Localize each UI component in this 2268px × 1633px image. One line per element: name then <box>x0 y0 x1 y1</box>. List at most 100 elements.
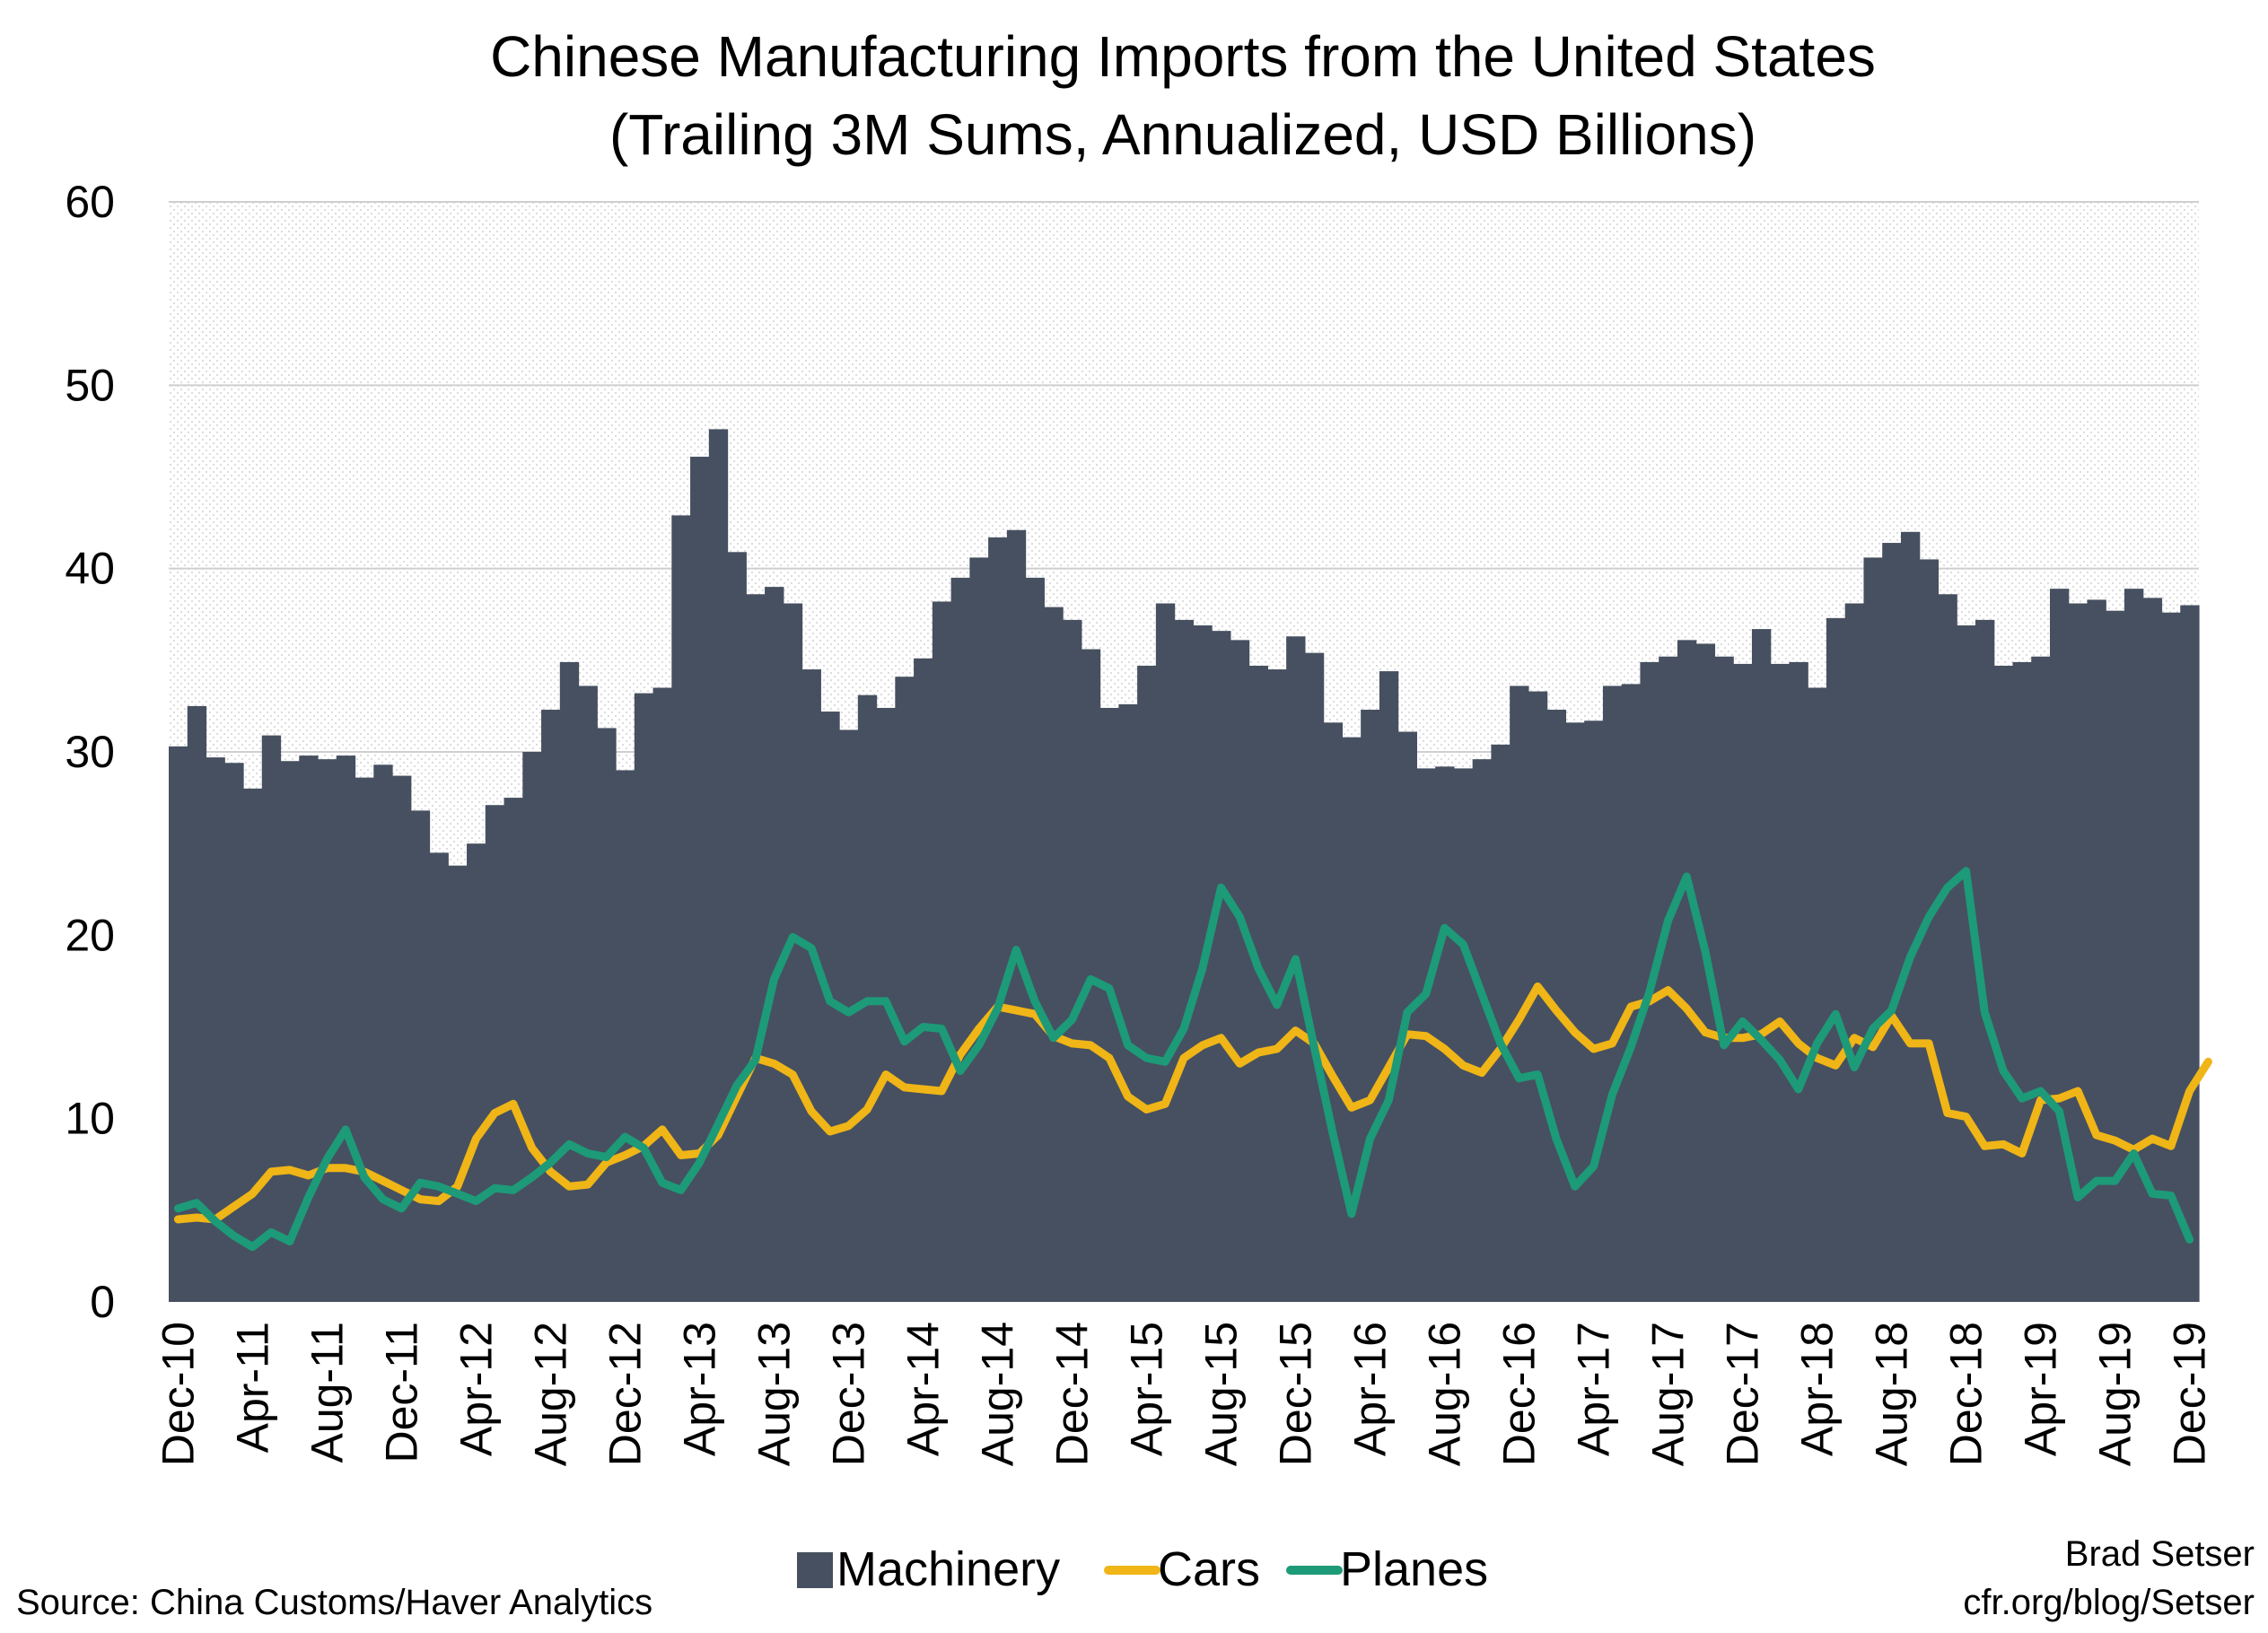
x-tick-label: Aug-11 <box>302 1322 352 1463</box>
y-tick-label: 20 <box>65 910 115 960</box>
machinery-bar <box>1938 594 1957 1302</box>
machinery-bar <box>448 865 468 1302</box>
planes-line <box>173 867 2194 1252</box>
x-tick-label: Aug-13 <box>749 1322 799 1466</box>
chart-title: Chinese Manufacturing Imports from the U… <box>490 24 1876 89</box>
machinery-bar <box>820 712 840 1302</box>
machinery-bar <box>727 552 747 1302</box>
machinery-bar <box>746 594 766 1302</box>
machinery-bar <box>2049 589 2070 1302</box>
machinery-bar <box>1361 710 1380 1302</box>
machinery-bar <box>1677 640 1697 1302</box>
author-name: Brad Setser <box>2065 1534 2255 1574</box>
x-tick-label: Dec-10 <box>153 1322 203 1466</box>
machinery-bar <box>1044 607 1064 1302</box>
machinery-bar <box>616 770 635 1302</box>
machinery-bar <box>1118 703 1138 1302</box>
x-tick-label: Apr-18 <box>1792 1322 1843 1456</box>
machinery-bar <box>1975 619 1995 1302</box>
legend-swatch-machinery <box>797 1552 833 1588</box>
machinery-bar <box>1006 529 1027 1302</box>
machinery-bar <box>410 810 431 1302</box>
machinery-bar <box>1659 656 1678 1302</box>
x-tick-label: Dec-14 <box>1047 1322 1098 1466</box>
machinery-bar <box>765 587 784 1302</box>
machinery-bar <box>2087 599 2106 1302</box>
machinery-bar <box>969 557 989 1302</box>
machinery-bar <box>318 759 337 1302</box>
machinery-bar <box>1472 759 1493 1302</box>
legend-label-cars: Cars <box>1158 1542 1260 1596</box>
machinery-bar <box>261 735 282 1302</box>
machinery-bar <box>224 763 244 1302</box>
machinery-bar <box>1957 625 1976 1302</box>
machinery-bar <box>2124 589 2144 1302</box>
machinery-bar <box>634 693 654 1302</box>
x-axis: Dec-10 Apr-11 Aug-11 Dec-11 Apr-12 Aug-12 Dec-… <box>153 1322 2214 1466</box>
machinery-bar <box>2180 605 2200 1302</box>
source-note: Source: China Customs/Haver Analytics <box>16 1583 652 1622</box>
x-tick-label: Apr-13 <box>674 1322 724 1456</box>
machinery-bar <box>1304 652 1325 1302</box>
machinery-bar <box>1751 629 1772 1302</box>
machinery-bar <box>429 852 449 1302</box>
y-tick-label: 60 <box>65 177 115 227</box>
machinery-bar <box>932 601 952 1302</box>
machinery-bar <box>1565 722 1585 1302</box>
x-tick-label: Dec-13 <box>824 1322 874 1466</box>
machinery-bar <box>578 686 598 1302</box>
machinery-bar <box>708 429 729 1302</box>
machinery-bar <box>597 728 617 1302</box>
x-tick-label: Dec-11 <box>376 1322 426 1463</box>
machinery-bar <box>1733 663 1753 1302</box>
machinery-bar <box>1844 603 1865 1302</box>
machinery-bar <box>1379 671 1399 1302</box>
x-tick-label: Dec-15 <box>1271 1322 1321 1466</box>
machinery-bar <box>1808 687 1827 1302</box>
chart-subtitle: (Trailing 3M Sums, Annualized, USD Billi… <box>609 102 1756 167</box>
machinery-bar <box>504 798 523 1302</box>
machinery-bar <box>187 705 207 1302</box>
machinery-bar <box>1137 665 1157 1302</box>
x-tick-label: Dec-16 <box>1494 1322 1545 1466</box>
machinery-bar <box>671 515 691 1302</box>
x-tick-label: Aug-17 <box>1643 1322 1694 1466</box>
y-tick-label: 30 <box>65 727 115 777</box>
machinery-bar <box>1863 557 1883 1302</box>
machinery-bar <box>801 669 821 1302</box>
x-tick-label: Aug-15 <box>1196 1322 1247 1466</box>
machinery-bar <box>169 746 188 1302</box>
x-tick-label: Apr-15 <box>1122 1322 1172 1456</box>
machinery-bar <box>690 457 710 1302</box>
author-url: cfr.org/blog/Setser <box>1963 1583 2255 1622</box>
x-tick-label: Dec-18 <box>1941 1322 1992 1466</box>
legend: Machinery Cars Planes <box>797 1542 1488 1596</box>
machinery-bar <box>1267 669 1287 1302</box>
machinery-bar <box>1882 543 1902 1302</box>
machinery-bar <box>243 788 263 1302</box>
machinery-bar <box>2031 656 2051 1302</box>
machinery-bar <box>1212 631 1231 1302</box>
machinery-bar <box>2012 661 2032 1302</box>
x-tick-label: Apr-17 <box>1569 1322 1619 1456</box>
machinery-bar <box>1025 577 1045 1302</box>
machinery-bar <box>783 603 803 1302</box>
machinery-bar <box>1453 768 1474 1302</box>
machinery-bar <box>541 710 561 1302</box>
machinery-bar <box>1770 663 1791 1302</box>
machinery-bar <box>1063 619 1082 1302</box>
machinery-bar <box>1714 656 1734 1302</box>
x-tick-label: Apr-19 <box>2016 1322 2066 1456</box>
y-tick-label: 40 <box>65 544 115 594</box>
machinery-bar <box>1826 617 1846 1302</box>
machinery-bar <box>336 755 356 1302</box>
cars-line <box>173 982 2212 1224</box>
machinery-bar <box>1919 559 1940 1302</box>
machinery-bar <box>1248 665 1268 1302</box>
x-tick-label: Dec-17 <box>1718 1322 1768 1466</box>
machinery-bar <box>950 577 970 1302</box>
machinery-bar <box>1789 661 1808 1302</box>
x-tick-label: Aug-16 <box>1420 1322 1470 1466</box>
machinery-bar <box>2106 610 2125 1302</box>
